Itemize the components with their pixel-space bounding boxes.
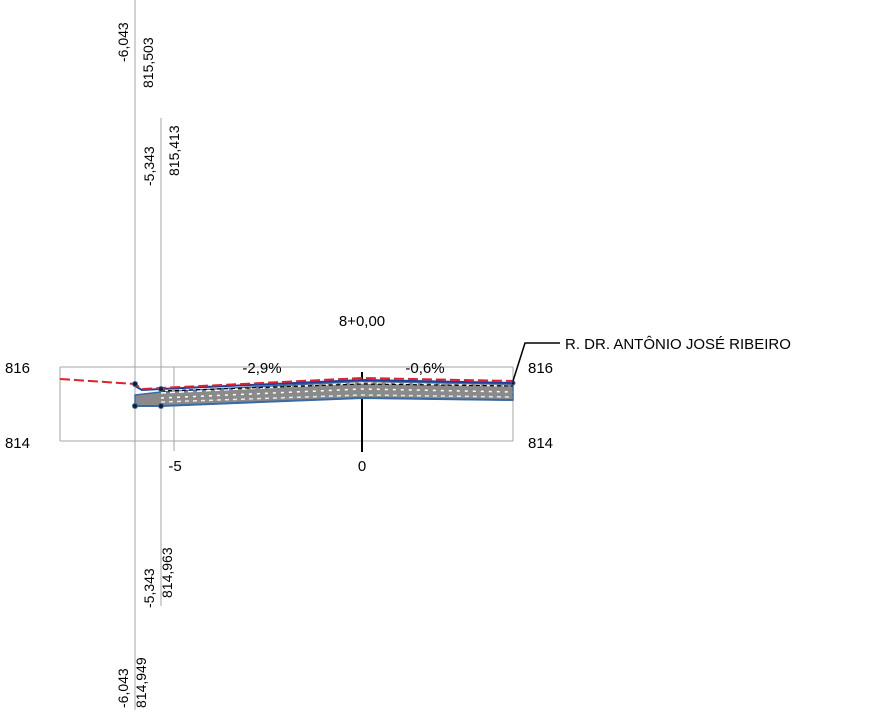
y-label-right-816: 816 <box>528 360 553 377</box>
x-label-minus5: -5 <box>168 458 181 475</box>
bottom-outer-offset-label: -6,043 <box>115 668 131 708</box>
y-label-left-814: 814 <box>5 435 30 452</box>
bottom-inner-offset-label: -5,343 <box>141 568 157 608</box>
station-label: 8+0,00 <box>339 313 385 330</box>
slope-left-label: -2,9% <box>242 360 281 377</box>
x-label-zero: 0 <box>358 458 366 475</box>
slope-right-label: -0,6% <box>405 360 444 377</box>
existing-terrain <box>59 376 514 391</box>
marker-points <box>132 380 516 409</box>
top-inner-elevation-label: 815,413 <box>166 125 182 176</box>
offset-marker-lines <box>134 0 162 710</box>
pavement-layers <box>134 380 514 407</box>
top-outer-elevation-label: 815,503 <box>140 37 156 88</box>
layer-hatch-2 <box>160 388 514 399</box>
point-bottom-outer <box>132 403 138 409</box>
layer-hatch-3 <box>160 394 514 403</box>
top-inner-offset-label: -5,343 <box>141 146 157 186</box>
point-bottom-inner <box>158 403 164 409</box>
point-top-inner <box>158 386 164 392</box>
top-outer-offset-label: -6,043 <box>115 22 131 62</box>
design-subsurface-dashed <box>160 383 514 392</box>
road-name-label: R. DR. ANTÔNIO JOSÉ RIBEIRO <box>565 336 791 353</box>
road-name-leader <box>512 342 560 382</box>
bottom-inner-elevation-label: 814,963 <box>159 547 175 598</box>
y-label-left-816: 816 <box>5 360 30 377</box>
bottom-outer-elevation-label: 814,949 <box>133 657 149 708</box>
point-right-edge <box>510 380 516 386</box>
y-label-right-814: 814 <box>528 435 553 452</box>
subgrade-line <box>135 396 514 407</box>
point-top-outer <box>132 381 138 387</box>
